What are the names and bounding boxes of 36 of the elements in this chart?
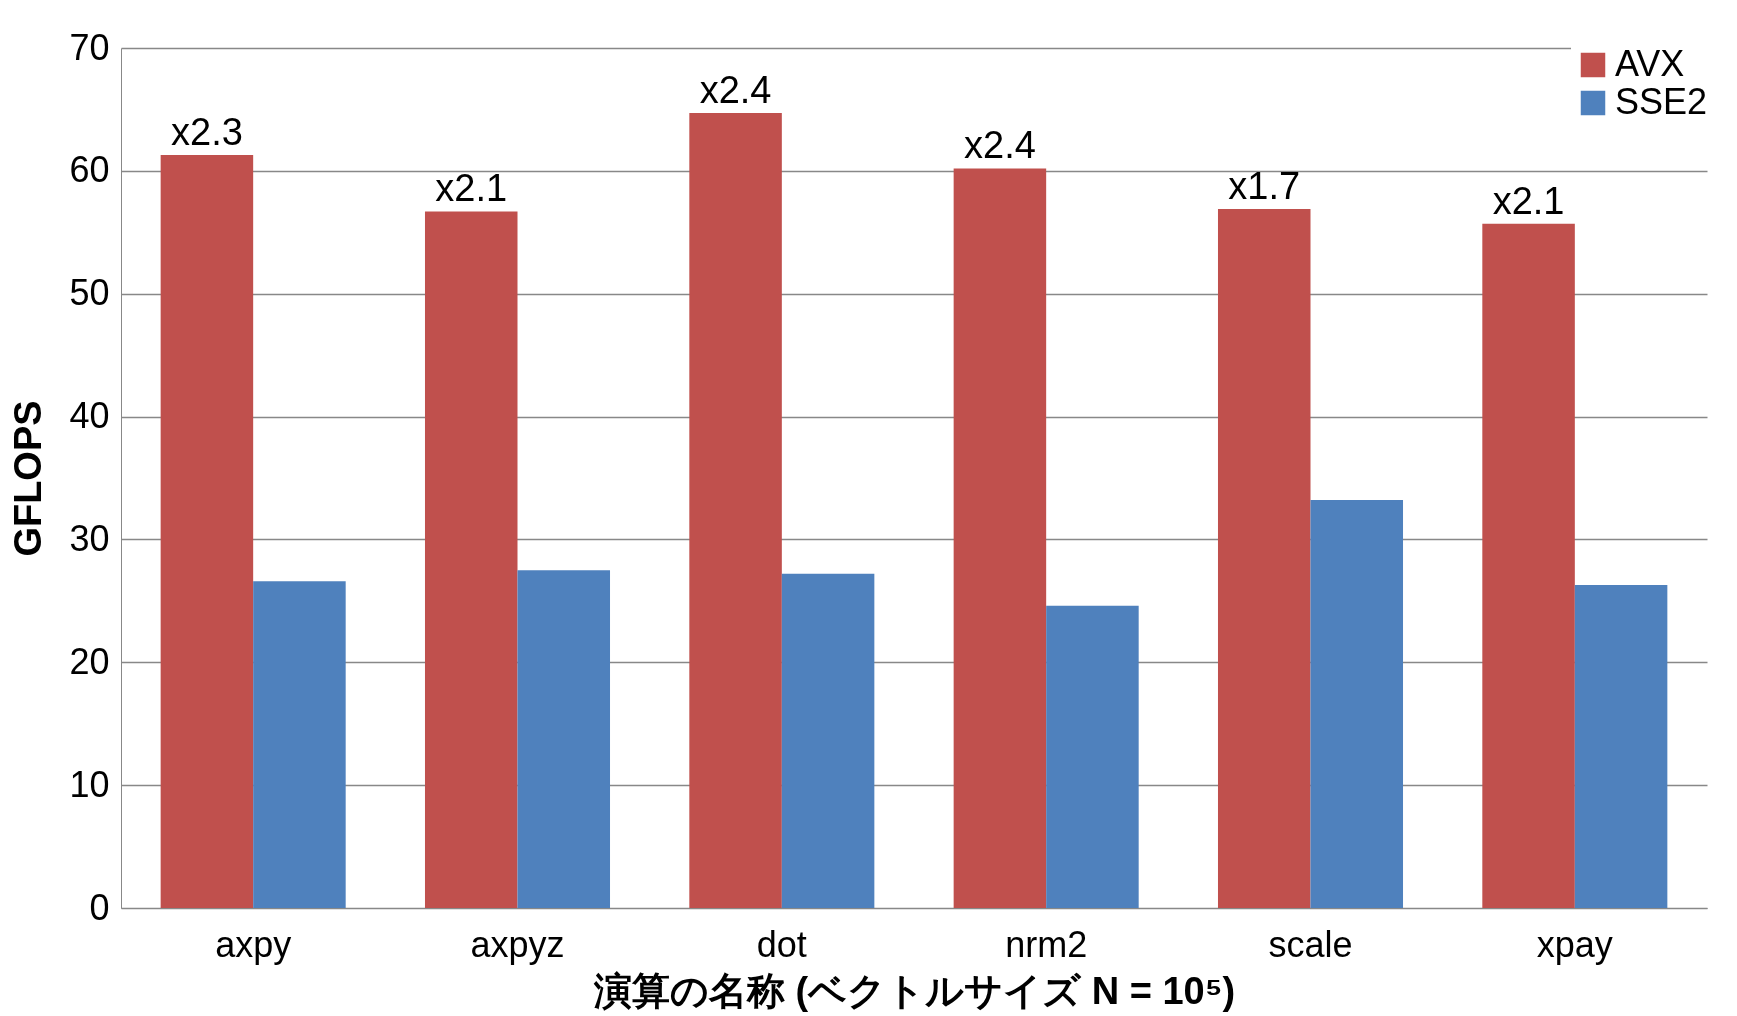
x-tick-label: dot xyxy=(756,923,807,965)
y-axis-title: GFLOPS xyxy=(7,400,50,557)
bar xyxy=(517,570,611,908)
annotation: x2.4 xyxy=(699,69,772,112)
x-tick-label: xpay xyxy=(1536,923,1613,965)
bar xyxy=(1046,605,1139,908)
x-axis-title: 演算の名称 (ベクトルサイズ N = 10⁵) xyxy=(592,969,1236,1012)
y-tick-label: 70 xyxy=(69,26,110,68)
bar xyxy=(781,573,875,908)
bar xyxy=(1574,584,1668,908)
y-tick-label: 60 xyxy=(69,149,110,191)
bar xyxy=(160,154,254,908)
x-tick-label: nrm2 xyxy=(1005,923,1088,965)
bar xyxy=(424,211,518,908)
annotation: x2.3 xyxy=(170,110,243,153)
y-tick-label: 20 xyxy=(69,640,110,682)
annotation: x2.1 xyxy=(435,167,508,210)
bar xyxy=(1482,223,1575,908)
bar xyxy=(1217,208,1311,908)
y-tick-label: 40 xyxy=(69,395,110,437)
y-tick-label: 50 xyxy=(69,272,110,314)
annotation: x2.1 xyxy=(1492,179,1565,222)
y-tick-label: 0 xyxy=(89,886,110,928)
annotation: x1.7 xyxy=(1228,164,1301,207)
y-tick-label: 10 xyxy=(69,763,110,805)
bar xyxy=(953,168,1047,908)
x-tick-label: axpyz xyxy=(470,923,565,965)
x-tick-label: axpy xyxy=(215,923,292,965)
x-tick-label: scale xyxy=(1268,923,1353,965)
legend-label: SSE2 xyxy=(1615,81,1708,122)
bar xyxy=(253,581,346,908)
annotation: x2.4 xyxy=(963,124,1036,167)
bar xyxy=(689,113,782,908)
bar xyxy=(1310,500,1404,908)
y-tick-label: 30 xyxy=(69,517,110,559)
legend-label: AVX xyxy=(1615,43,1685,84)
